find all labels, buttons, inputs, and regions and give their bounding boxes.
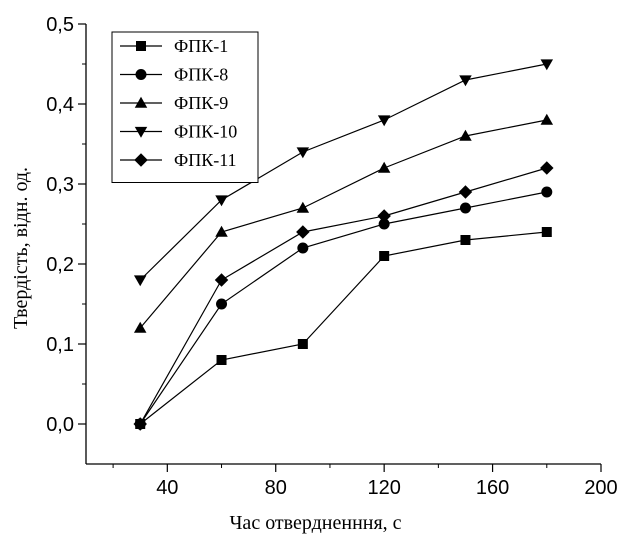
legend: ФПК-1 ФПК-8 ФПК-9 ФПК-10 ФПК-11 — [111, 31, 259, 183]
data-point — [379, 251, 390, 261]
data-point — [459, 75, 472, 87]
series-line — [139, 231, 547, 425]
series-3 — [133, 113, 554, 333]
series-5 — [133, 161, 554, 431]
legend-marker — [134, 126, 148, 138]
data-point — [541, 186, 553, 198]
data-point — [296, 225, 310, 239]
legend-marker — [135, 69, 147, 80]
data-point — [460, 235, 471, 245]
legend-item: ФПК-1 — [120, 36, 228, 56]
series-1 — [135, 227, 552, 429]
series-line — [139, 63, 547, 281]
legend-label: ФПК-10 — [174, 122, 237, 142]
data-point — [215, 225, 228, 237]
data-point — [377, 115, 391, 127]
legend-marker — [134, 96, 148, 108]
y-tick-label: 0,3 — [46, 174, 74, 196]
data-point — [216, 355, 227, 365]
y-tick-label: 0,0 — [46, 414, 74, 436]
y-tick-label: 0,4 — [46, 94, 74, 116]
legend-item: ФПК-10 — [120, 122, 237, 142]
legend-label: ФПК-8 — [174, 65, 228, 85]
series-line — [139, 167, 547, 425]
y-tick-label: 0,2 — [46, 254, 74, 276]
legend-label: ФПК-1 — [174, 36, 228, 56]
data-point — [133, 275, 147, 287]
legend-item: ФПК-8 — [120, 65, 228, 85]
legend-marker — [136, 41, 146, 51]
data-point — [296, 147, 310, 159]
data-point — [214, 273, 229, 287]
legend-item: ФПК-9 — [120, 93, 228, 113]
data-point — [459, 129, 472, 141]
axes: 40 80 120 160 200 0,0 0,1 0,2 0,3 0,4 0,5 — [46, 14, 618, 499]
data-point — [216, 298, 228, 310]
data-point — [377, 209, 391, 223]
data-point — [215, 195, 228, 207]
x-tick-label: 40 — [156, 477, 178, 499]
data-point — [377, 161, 391, 173]
y-tick-label: 0,5 — [46, 14, 74, 36]
plot-series — [133, 59, 554, 431]
series-line — [139, 119, 547, 329]
x-axis-title: Час отвердненння, с — [229, 512, 401, 534]
legend-marker — [134, 153, 148, 167]
x-tick-label: 120 — [367, 477, 400, 499]
data-point — [540, 113, 554, 125]
x-tick-label: 80 — [265, 477, 287, 499]
data-point — [133, 417, 147, 431]
y-tick-label: 0,1 — [46, 334, 74, 356]
y-axis-title: Твердість, відн. од. — [10, 167, 32, 329]
data-point — [378, 218, 390, 230]
data-point — [540, 161, 554, 175]
series-4 — [133, 59, 554, 287]
data-point — [458, 185, 473, 199]
series-line — [139, 191, 547, 425]
data-point — [297, 339, 308, 349]
legend-label: ФПК-9 — [174, 93, 228, 113]
legend-label: ФПК-11 — [174, 150, 237, 170]
x-tick-label: 200 — [584, 477, 617, 499]
data-point — [133, 321, 147, 333]
legend-item: ФПК-11 — [120, 150, 237, 170]
x-tick-label: 160 — [476, 477, 509, 499]
data-point — [296, 201, 310, 213]
data-point — [459, 202, 471, 214]
data-point — [541, 227, 552, 237]
data-point — [297, 242, 309, 254]
data-point — [540, 59, 554, 71]
